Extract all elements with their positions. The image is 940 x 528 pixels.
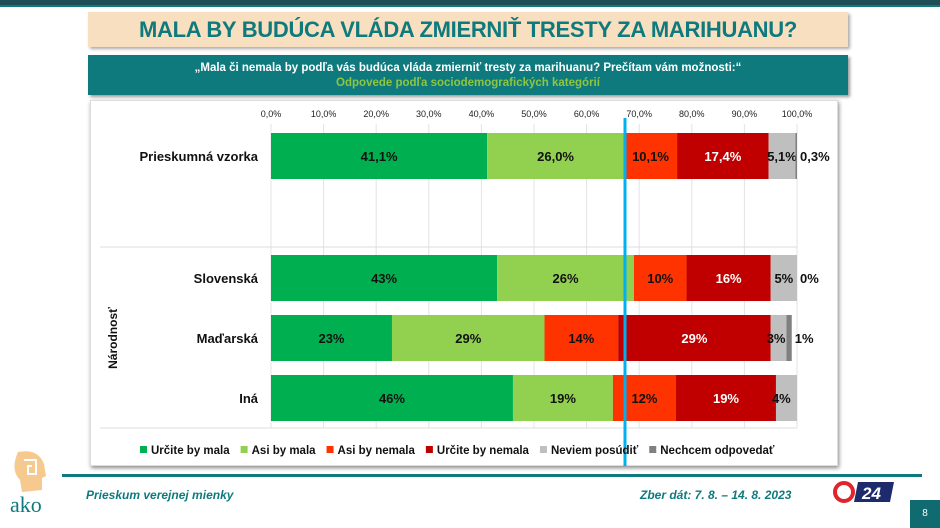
row-label: Iná	[239, 391, 259, 406]
tick-label: 30,0%	[416, 109, 442, 119]
legend-swatch	[649, 446, 657, 453]
data-label: 26,0%	[537, 149, 574, 164]
subtitle: Odpovede podľa sociodemografických kateg…	[336, 77, 600, 89]
legend-item: Asi by nemala	[338, 445, 416, 457]
row-label: Prieskumná vzorka	[139, 149, 258, 164]
data-label: 43%	[371, 271, 397, 286]
bar-segment	[786, 315, 792, 361]
tick-label: 90,0%	[732, 109, 758, 119]
data-label: 26%	[553, 271, 579, 286]
bar-segment	[677, 133, 769, 179]
tick-label: 80,0%	[679, 109, 705, 119]
legend-swatch	[240, 446, 248, 453]
tv-logo: 24	[833, 481, 894, 503]
bar-segment	[770, 315, 787, 361]
legend-item: Asi by mala	[252, 445, 317, 457]
legend-swatch	[539, 446, 547, 453]
tick-label: 50,0%	[521, 109, 547, 119]
top-bar	[0, 0, 940, 5]
legend-item: Určite by nemala	[437, 445, 530, 457]
tick-label: 40,0%	[469, 109, 495, 119]
top-bar-accent	[0, 5, 940, 7]
bar-segment	[271, 133, 488, 179]
data-label: 17,4%	[704, 149, 741, 164]
data-label: 1%	[795, 331, 814, 346]
legend-item: Určite by mala	[151, 445, 230, 457]
bar-segment	[512, 375, 613, 421]
data-label: 0%	[800, 271, 819, 286]
legend-swatch	[425, 446, 433, 453]
data-label: 19%	[713, 391, 739, 406]
footer-left: Prieskum verejnej mienky	[86, 488, 234, 502]
tick-label: 60,0%	[574, 109, 600, 119]
data-label: 29%	[455, 331, 481, 346]
data-label: 5%	[774, 271, 793, 286]
bar-segment	[676, 375, 776, 421]
bar-segment	[487, 133, 624, 179]
data-label: 4%	[772, 391, 791, 406]
legend-item: Neviem posúdiť	[551, 445, 639, 457]
data-label: 0,3%	[800, 149, 830, 164]
page-number: 8	[910, 500, 940, 528]
tick-label: 20,0%	[363, 109, 389, 119]
bar-segment	[271, 255, 498, 301]
legend-swatch	[326, 446, 334, 453]
data-label: 10,1%	[632, 149, 669, 164]
bar-segment	[497, 255, 634, 301]
bar-segment	[271, 375, 513, 421]
tick-label: 0,0%	[261, 109, 282, 119]
bar-segment	[770, 255, 797, 301]
data-label: 23%	[318, 331, 344, 346]
data-label: 29%	[681, 331, 707, 346]
footer-date: Zber dát: 7. 8. – 14. 8. 2023	[640, 488, 792, 502]
ako-logo: ako	[10, 451, 46, 517]
question-box: „Mala či nemala by podľa vás budúca vlád…	[88, 55, 848, 95]
data-label: 10%	[647, 271, 673, 286]
data-label: 3%	[767, 331, 786, 346]
data-label: 12%	[631, 391, 657, 406]
bar-segment	[612, 375, 677, 421]
logo-text: ako	[10, 492, 42, 517]
tv-logo-text: 24	[861, 484, 881, 503]
question-text: „Mala či nemala by podľa vás budúca vlád…	[194, 62, 742, 74]
group-label: Národnosť	[106, 307, 120, 369]
bar-segment	[391, 315, 545, 361]
tick-label: 100,0%	[782, 109, 813, 119]
bar-segment	[768, 133, 796, 179]
bar-segment	[795, 133, 797, 179]
data-label: 46%	[379, 391, 405, 406]
bar-segment	[544, 315, 619, 361]
data-label: 5,1%	[767, 149, 797, 164]
tick-label: 10,0%	[311, 109, 337, 119]
data-label: 19%	[550, 391, 576, 406]
bar-segment	[686, 255, 771, 301]
bar-segment	[623, 133, 678, 179]
data-label: 14%	[568, 331, 594, 346]
data-label: 41,1%	[361, 149, 398, 164]
legend-swatch	[140, 446, 147, 453]
bar-segment	[633, 255, 687, 301]
row-label: Slovenská	[194, 271, 259, 286]
tick-label: 70,0%	[626, 109, 652, 119]
legend-item: Nechcem odpovedať	[660, 445, 775, 457]
page-title: MALA BY BUDÚCA VLÁDA ZMIERNIŤ TRESTY ZA …	[88, 12, 848, 47]
bar-segment	[618, 315, 771, 361]
data-label: 16%	[716, 271, 742, 286]
row-label: Maďarská	[197, 331, 259, 346]
bar-segment	[775, 375, 797, 421]
bar-segment	[271, 315, 392, 361]
footer-divider	[62, 474, 922, 477]
